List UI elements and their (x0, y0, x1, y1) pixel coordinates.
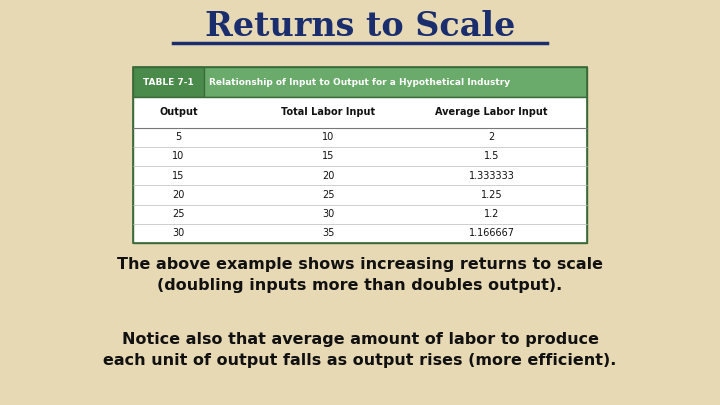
Text: Returns to Scale: Returns to Scale (204, 10, 516, 43)
Text: Relationship of Input to Output for a Hypothetical Industry: Relationship of Input to Output for a Hy… (210, 77, 510, 87)
FancyBboxPatch shape (133, 67, 204, 97)
Text: 10: 10 (322, 132, 334, 142)
Text: 20: 20 (172, 190, 185, 200)
Text: 1.333333: 1.333333 (469, 171, 515, 181)
Text: 15: 15 (172, 171, 185, 181)
FancyBboxPatch shape (133, 97, 587, 243)
Text: 25: 25 (172, 209, 185, 219)
Text: 10: 10 (172, 151, 185, 162)
FancyBboxPatch shape (133, 67, 587, 97)
Text: 1.5: 1.5 (484, 151, 499, 162)
Text: The above example shows increasing returns to scale
(doubling inputs more than d: The above example shows increasing retur… (117, 257, 603, 292)
Text: 2: 2 (488, 132, 495, 142)
Text: Output: Output (159, 107, 198, 117)
Text: 25: 25 (322, 190, 335, 200)
Text: 30: 30 (322, 209, 334, 219)
Text: 35: 35 (322, 228, 334, 239)
Text: 1.25: 1.25 (481, 190, 503, 200)
Text: Total Labor Input: Total Labor Input (282, 107, 375, 117)
Text: 1.2: 1.2 (484, 209, 499, 219)
Text: 20: 20 (322, 171, 334, 181)
Text: 5: 5 (176, 132, 181, 142)
Text: 30: 30 (172, 228, 185, 239)
Text: Average Labor Input: Average Labor Input (436, 107, 548, 117)
Text: TABLE 7-1: TABLE 7-1 (143, 77, 194, 87)
Text: Notice also that average amount of labor to produce
each unit of output falls as: Notice also that average amount of labor… (103, 332, 617, 367)
Text: 1.166667: 1.166667 (469, 228, 515, 239)
Text: 15: 15 (322, 151, 334, 162)
